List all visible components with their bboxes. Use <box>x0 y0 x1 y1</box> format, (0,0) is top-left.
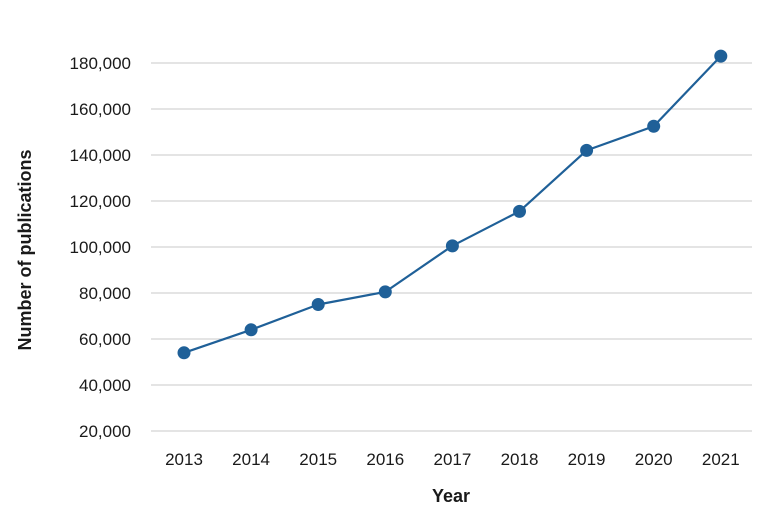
x-tick-label: 2017 <box>433 450 471 469</box>
y-tick-label: 160,000 <box>70 100 131 119</box>
series-line <box>183 55 722 354</box>
data-point <box>580 143 594 157</box>
data-point <box>445 239 459 253</box>
y-tick-label: 60,000 <box>79 330 131 349</box>
y-tick-label: 80,000 <box>79 284 131 303</box>
data-point <box>177 346 191 360</box>
x-axis-title: Year <box>432 486 470 506</box>
y-tick-label: 120,000 <box>70 192 131 211</box>
y-tick-label: 40,000 <box>79 376 131 395</box>
data-point <box>513 204 526 218</box>
x-tick-label: 2021 <box>702 450 740 469</box>
x-tick-label: 2018 <box>501 450 539 469</box>
y-tick-label: 100,000 <box>70 238 131 257</box>
y-tick-label: 140,000 <box>70 146 131 165</box>
x-tick-label: 2020 <box>635 450 673 469</box>
y-tick-label: 20,000 <box>79 422 131 441</box>
y-tick-label: 180,000 <box>70 54 131 73</box>
x-tick-label: 2016 <box>366 450 404 469</box>
x-tick-label: 2019 <box>568 450 606 469</box>
series-group <box>177 49 728 360</box>
data-point <box>311 298 325 311</box>
data-point <box>647 119 661 133</box>
x-axis-tick-labels: 2013 2014 2015 2016 2017 2018 2019 2020 2021 <box>165 450 740 469</box>
data-point <box>244 323 258 337</box>
x-tick-label: 2014 <box>232 450 270 469</box>
x-tick-label: 2015 <box>299 450 337 469</box>
y-axis-title: Number of publications <box>15 149 35 350</box>
x-tick-label: 2013 <box>165 450 203 469</box>
data-point <box>714 49 728 63</box>
y-axis-tick-labels: 20,000 40,000 60,000 80,000 100,000 120,000 14… <box>70 54 131 441</box>
data-point <box>378 285 392 299</box>
